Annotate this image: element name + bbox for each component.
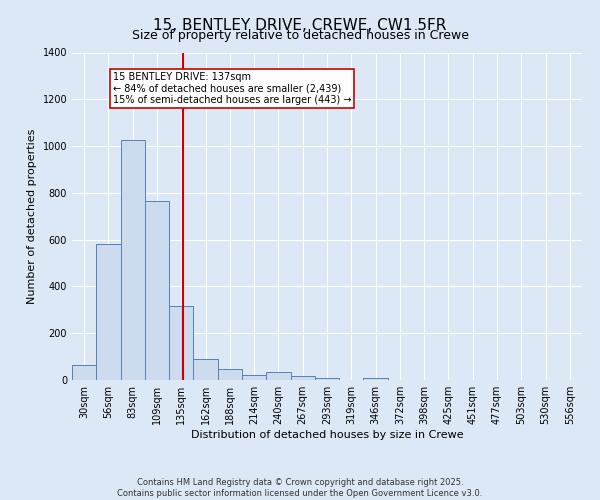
Bar [218,370,242,380]
X-axis label: Distribution of detached houses by size in Crewe: Distribution of detached houses by size … [191,430,463,440]
Bar [193,359,218,380]
Text: Size of property relative to detached houses in Crewe: Size of property relative to detached ho… [131,29,469,42]
Text: 15 BENTLEY DRIVE: 137sqm
← 84% of detached houses are smaller (2,439)
15% of sem: 15 BENTLEY DRIVE: 137sqm ← 84% of detach… [113,72,352,106]
Bar [96,244,121,380]
Bar [145,201,169,380]
Bar [169,306,193,380]
Bar [266,372,290,380]
Y-axis label: Number of detached properties: Number of detached properties [27,128,37,304]
Bar [364,378,388,380]
Text: 15, BENTLEY DRIVE, CREWE, CW1 5FR: 15, BENTLEY DRIVE, CREWE, CW1 5FR [154,18,446,32]
Bar [242,375,266,380]
Bar [121,140,145,380]
Text: Contains HM Land Registry data © Crown copyright and database right 2025.
Contai: Contains HM Land Registry data © Crown c… [118,478,482,498]
Bar [290,376,315,380]
Bar [72,365,96,380]
Bar [315,378,339,380]
